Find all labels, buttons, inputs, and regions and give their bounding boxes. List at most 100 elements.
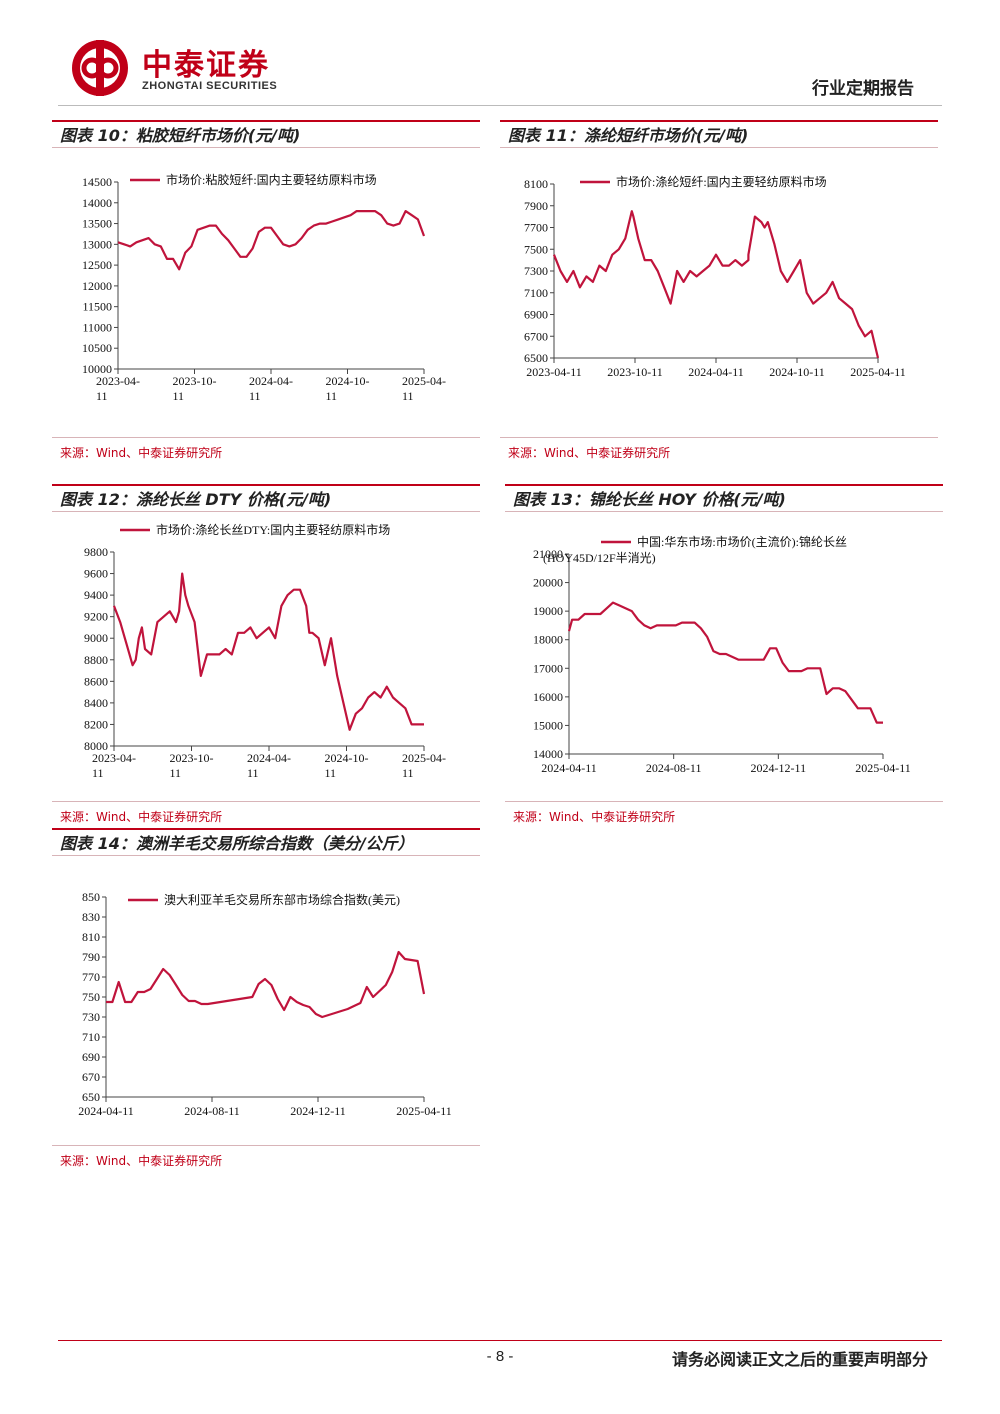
y-tick-label: 9400 [84, 588, 108, 602]
y-tick-label: 690 [82, 1050, 100, 1064]
y-tick-label: 6900 [524, 308, 548, 322]
legend-label: 市场价:粘胶短纤:国内主要轻纺原料市场 [166, 172, 377, 187]
y-tick-label: 14500 [82, 175, 112, 189]
x-tick-label: 11 [326, 389, 338, 403]
chart-source: 来源：Wind、中泰证券研究所 [500, 437, 938, 465]
nylon-hoy-price-chart: 14000 15000 16000 17000 18000 19000 20000 21000… [533, 534, 911, 775]
y-tick-label: 18000 [533, 633, 563, 647]
y-tick-label: 8800 [84, 653, 108, 667]
x-tick-label: 11 [402, 389, 414, 403]
y-tick-label: 13000 [82, 237, 112, 251]
legend-label: 市场价:涤纶长丝DTY:国内主要轻纺原料市场 [156, 522, 390, 537]
chart-title: 图表 14：澳洲羊毛交易所综合指数（美分/公斤） [52, 828, 480, 856]
series-line [552, 210, 880, 359]
x-tick-label: 2024-04-11 [541, 761, 597, 775]
series-line [106, 950, 426, 1019]
y-tick-label: 10500 [82, 341, 112, 355]
polyester-dty-price-chart: 8000 8200 8400 8600 8800 9000 9200 9400 9600 9800… [84, 522, 446, 780]
x-tick-label: 11 [170, 766, 182, 780]
y-tick-label: 9200 [84, 610, 108, 624]
y-tick-label: 810 [82, 930, 100, 944]
y-tick-label: 9000 [84, 631, 108, 645]
x-tick-label: 2023-04-11 [526, 365, 582, 379]
y-tick-label: 8000 [84, 739, 108, 753]
chart-title: 图表 12：涤纶长丝 DTY 价格(元/吨) [52, 484, 480, 512]
y-tick-label: 850 [82, 890, 100, 904]
series-line [117, 209, 426, 271]
series-line [567, 601, 883, 724]
x-tick-label: 2024-10- [326, 374, 370, 388]
y-tick-label: 7300 [524, 264, 548, 278]
y-tick-label: 8600 [84, 674, 108, 688]
x-tick-label: 11 [173, 389, 185, 403]
y-tick-label: 7700 [524, 221, 548, 235]
footer-divider [58, 1340, 942, 1341]
y-tick-label: 20000 [533, 576, 563, 590]
x-tick-label: 2024-04- [247, 751, 291, 765]
y-tick-label: 670 [82, 1070, 100, 1084]
header-divider [58, 105, 942, 106]
y-tick-label: 6500 [524, 351, 548, 365]
chart-panel-14: 图表 14：澳洲羊毛交易所综合指数（美分/公斤） 650 670 690 710 730… [52, 828, 480, 1173]
y-tick-label: 9800 [84, 545, 108, 559]
y-tick-label: 650 [82, 1090, 100, 1104]
wool-index-chart: 650 670 690 710 730 750 770 790 810 830 850 2024-04… [78, 890, 452, 1118]
x-tick-label: 2025-04-11 [396, 1104, 452, 1118]
x-tick-label: 2023-10-11 [607, 365, 663, 379]
viscose-price-chart: 10000 10500 11000 11500 12000 12500 13000 13500… [82, 172, 446, 403]
y-tick-label: 14000 [82, 196, 112, 210]
x-tick-label: 2024-12-11 [290, 1104, 346, 1118]
legend-label: 中国:华东市场:市场价(主流价):锦纶长丝 [637, 534, 847, 549]
y-tick-label: 710 [82, 1030, 100, 1044]
y-tick-label: 14000 [533, 747, 563, 761]
y-tick-label: 6700 [524, 329, 548, 343]
y-tick-label: 17000 [533, 661, 563, 675]
y-tick-label: 15000 [533, 718, 563, 732]
x-tick-label: 2024-10- [325, 751, 369, 765]
x-tick-label: 11 [402, 766, 414, 780]
polyester-staple-price-chart: 6500 6700 6900 7100 7300 7500 7700 7900 8100 2023… [524, 174, 906, 379]
x-tick-label: 11 [325, 766, 337, 780]
chart-panel-13: 图表 13：锦纶长丝 HOY 价格(元/吨) 14000 15000 16000 17… [505, 484, 943, 829]
x-tick-label: 2025-04-11 [850, 365, 906, 379]
x-tick-label: 2025-04- [402, 374, 446, 388]
y-tick-label: 21000 [533, 547, 563, 561]
x-tick-label: 2025-04-11 [855, 761, 911, 775]
x-tick-label: 2024-10-11 [769, 365, 825, 379]
logo-chinese-name: 中泰证券 [142, 48, 270, 83]
series-line [112, 572, 424, 731]
chart-title: 图表 13：锦纶长丝 HOY 价格(元/吨) [505, 484, 943, 512]
x-tick-label: 11 [96, 389, 108, 403]
x-tick-label: 2023-04- [92, 751, 136, 765]
x-tick-label: 11 [247, 766, 259, 780]
chart-panel-12: 图表 12：涤纶长丝 DTY 价格(元/吨) 8000 8200 8400 8600 8… [52, 484, 480, 829]
y-tick-label: 11000 [82, 320, 112, 334]
y-tick-label: 9600 [84, 567, 108, 581]
x-tick-label: 11 [92, 766, 104, 780]
y-tick-label: 12000 [82, 279, 112, 293]
x-tick-label: 2023-04- [96, 374, 140, 388]
y-tick-label: 11500 [82, 300, 112, 314]
y-tick-label: 750 [82, 990, 100, 1004]
logo-english-name: ZHONGTAI SECURITIES [142, 80, 278, 92]
page-number: - 8 - [486, 1348, 514, 1365]
x-tick-label: 11 [249, 389, 261, 403]
x-tick-label: 2024-04-11 [688, 365, 744, 379]
y-tick-label: 8100 [524, 177, 548, 191]
y-tick-label: 19000 [533, 604, 563, 618]
chart-title: 图表 11：涤纶短纤市场价(元/吨) [500, 120, 938, 148]
y-tick-label: 12500 [82, 258, 112, 272]
y-tick-label: 10000 [82, 362, 112, 376]
chart-panel-11: 图表 11：涤纶短纤市场价(元/吨) 6500 6700 6900 7100 7300 7… [500, 120, 938, 465]
x-tick-label: 2024-08-11 [646, 761, 702, 775]
x-tick-label: 2024-12-11 [751, 761, 807, 775]
y-tick-label: 7900 [524, 199, 548, 213]
chart-source: 来源：Wind、中泰证券研究所 [52, 437, 480, 465]
x-tick-label: 2024-04- [249, 374, 293, 388]
y-tick-label: 730 [82, 1010, 100, 1024]
y-tick-label: 8400 [84, 696, 108, 710]
x-tick-label: 2025-04- [402, 751, 446, 765]
y-tick-label: 16000 [533, 690, 563, 704]
y-tick-label: 13500 [82, 217, 112, 231]
chart-panel-10: 图表 10：粘胶短纤市场价(元/吨) 10000 10500 11000 11500 1… [52, 120, 480, 465]
